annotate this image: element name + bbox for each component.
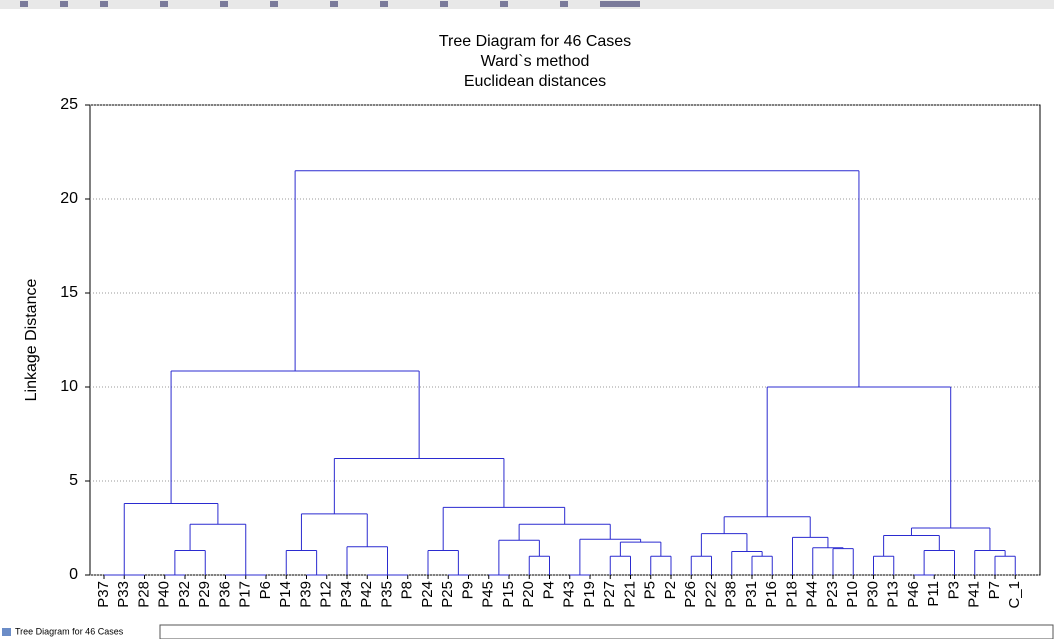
dendrogram-link <box>528 555 550 575</box>
leaf-label: P38 <box>723 581 740 608</box>
leaf-label: P30 <box>864 581 881 608</box>
dendrogram-link <box>333 457 505 514</box>
y-tick-label: 10 <box>60 378 78 395</box>
dendrogram-link <box>174 550 206 575</box>
leaf-label: P28 <box>135 581 152 608</box>
dendrogram-link <box>910 527 991 551</box>
dendrogram-link <box>609 555 631 575</box>
dendrogram-link <box>294 170 860 387</box>
y-tick-label: 0 <box>69 566 78 583</box>
status-box <box>159 624 1054 639</box>
leaf-label: P43 <box>561 581 578 608</box>
chart-subtitle: Ward`s method <box>481 53 590 70</box>
dendrogram-link <box>994 555 1016 575</box>
dendrogram-link <box>690 555 712 575</box>
dendrogram-link <box>442 506 566 551</box>
leaf-label: P44 <box>804 581 821 608</box>
toolbar <box>0 0 1054 9</box>
y-tick-label: 20 <box>60 190 78 207</box>
dendrogram-link <box>792 536 829 575</box>
leaf-label: P34 <box>338 581 355 608</box>
leaf-label: P2 <box>662 581 679 599</box>
tab-icon <box>2 628 11 636</box>
leaf-label: P8 <box>399 581 416 599</box>
chart-subtitle: Euclidean distances <box>464 73 606 90</box>
dendrogram-link <box>123 503 219 575</box>
dendrogram-link <box>170 370 420 504</box>
dendrogram-link <box>300 513 368 551</box>
dendrogram-link <box>498 539 540 575</box>
leaf-label: P39 <box>297 581 314 608</box>
leaf-label: P31 <box>743 581 760 608</box>
leaf-label: P14 <box>277 581 294 608</box>
leaf-label: P11 <box>925 581 942 607</box>
leaf-label: P12 <box>318 581 335 608</box>
leaf-label: P36 <box>216 581 233 608</box>
leaf-label: P24 <box>419 581 436 608</box>
dendrogram-link <box>873 555 895 575</box>
dendrogram-link <box>700 533 748 557</box>
leaf-label: P27 <box>601 581 618 608</box>
leaf-label: P41 <box>966 581 983 608</box>
leaf-label: P15 <box>500 581 517 608</box>
leaf-label: P13 <box>885 581 902 608</box>
toolbar-icons <box>20 1 640 7</box>
leaf-label: P4 <box>540 581 557 599</box>
dendrogram-link <box>723 516 811 538</box>
leaf-label: P10 <box>844 581 861 608</box>
leaf-label: P42 <box>358 581 375 608</box>
leaf-label: P23 <box>824 581 841 608</box>
dendrogram-link <box>619 541 662 557</box>
leaf-label: P25 <box>439 581 456 608</box>
leaf-label: P46 <box>905 581 922 608</box>
leaf-label: P35 <box>378 581 395 608</box>
leaf-label: P9 <box>459 581 476 599</box>
y-tick-label: 5 <box>69 472 78 489</box>
leaf-label: P3 <box>945 581 962 599</box>
leaf-label: P20 <box>520 581 537 608</box>
dendrogram-link <box>650 555 672 575</box>
dendrogram-link <box>766 386 952 528</box>
dendrogram-link <box>923 550 955 575</box>
leaf-label: P7 <box>986 581 1003 599</box>
leaf-label: P45 <box>480 581 497 608</box>
leaf-label: P6 <box>257 581 274 599</box>
leaf-label: P29 <box>196 581 213 608</box>
window-tab: Tree Diagram for 46 Cases <box>15 626 124 636</box>
dendrogram-link <box>518 523 611 541</box>
leaf-label: P16 <box>763 581 780 608</box>
plot-frame <box>89 104 1041 576</box>
leaf-label: P19 <box>581 581 598 608</box>
dendrogram-link <box>883 535 940 557</box>
leaf-label: C_1 <box>1006 581 1023 609</box>
y-tick-label: 15 <box>60 284 78 301</box>
dendrogram-link <box>812 547 844 575</box>
y-axis-label: Linkage Distance <box>23 279 40 402</box>
dendrogram-link <box>832 548 854 575</box>
leaf-label: P33 <box>115 581 132 608</box>
leaf-label: P37 <box>95 581 112 608</box>
dendrogram-link <box>427 550 459 575</box>
dendrogram-link <box>974 550 1006 575</box>
leaf-label: P26 <box>682 581 699 608</box>
dendrogram-link <box>285 550 318 575</box>
y-tick-label: 25 <box>60 96 78 113</box>
dendrogram-link <box>346 546 388 575</box>
leaf-label: P17 <box>237 581 254 608</box>
leaf-label: P18 <box>783 581 800 608</box>
leaf-label: P21 <box>621 581 638 608</box>
chart-title: Tree Diagram for 46 Cases <box>439 33 631 50</box>
leaf-label: P40 <box>156 581 173 608</box>
dendrogram-link <box>189 523 247 575</box>
leaf-label: P32 <box>176 581 193 608</box>
leaf-label: P22 <box>702 581 719 608</box>
dendrogram-link <box>731 551 763 575</box>
leaf-label: P5 <box>642 581 659 599</box>
dendrogram-link <box>751 555 773 575</box>
